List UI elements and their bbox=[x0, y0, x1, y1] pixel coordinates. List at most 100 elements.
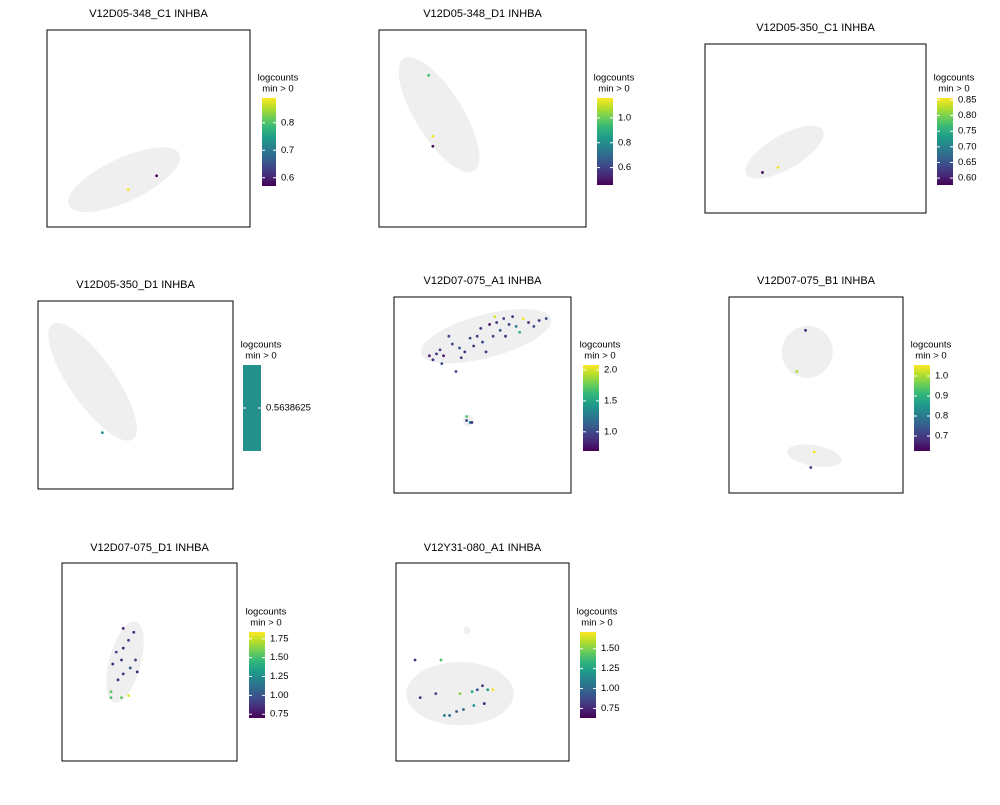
panel-title: V12D05-350_D1 INHBA bbox=[76, 279, 195, 291]
legend-title: logcounts bbox=[258, 73, 299, 84]
legend-title: min > 0 bbox=[581, 618, 612, 629]
legend-title: min > 0 bbox=[598, 84, 629, 95]
colorbar-tick-label: 0.8 bbox=[935, 411, 948, 422]
tissue bbox=[463, 414, 474, 427]
panel-frame bbox=[704, 43, 927, 214]
spot bbox=[134, 658, 137, 662]
spot bbox=[438, 348, 442, 352]
spot bbox=[447, 334, 451, 338]
spot bbox=[121, 626, 125, 630]
spot bbox=[427, 73, 431, 77]
legend-title: min > 0 bbox=[584, 351, 615, 362]
colorbar-tick-label: 1.0 bbox=[935, 371, 948, 382]
spot bbox=[114, 650, 118, 654]
legend-title: logcounts bbox=[577, 607, 618, 618]
spot bbox=[479, 326, 483, 330]
spot bbox=[448, 714, 452, 717]
spot bbox=[128, 666, 132, 670]
colorbar-tick-label: 0.8 bbox=[618, 137, 631, 148]
tissue bbox=[781, 325, 833, 378]
legend-title: logcounts bbox=[246, 607, 287, 618]
tissue bbox=[68, 147, 181, 213]
spot bbox=[435, 352, 438, 356]
tissue bbox=[48, 322, 137, 441]
colorbar-tick-label: 1.0 bbox=[618, 112, 631, 123]
colorbar bbox=[583, 365, 599, 451]
spot bbox=[463, 350, 467, 354]
spot bbox=[454, 370, 458, 373]
spot bbox=[451, 342, 454, 346]
spot bbox=[440, 362, 444, 366]
panel-frame bbox=[728, 296, 904, 494]
spot bbox=[486, 688, 490, 692]
panel-frame bbox=[395, 562, 570, 762]
colorbar bbox=[914, 365, 930, 451]
colorbar bbox=[262, 98, 276, 186]
spot bbox=[809, 466, 813, 469]
spot bbox=[491, 334, 495, 338]
panel-title: V12D07-075_B1 INHBA bbox=[757, 275, 876, 287]
spot bbox=[465, 419, 468, 422]
spot bbox=[127, 638, 130, 642]
spot bbox=[431, 358, 435, 362]
spot bbox=[127, 694, 130, 698]
tissue bbox=[106, 621, 144, 703]
spot bbox=[462, 708, 465, 711]
spot bbox=[109, 696, 113, 700]
colorbar-tick-label: 0.5638625 bbox=[266, 403, 311, 414]
tissue bbox=[745, 125, 824, 179]
spot bbox=[502, 317, 506, 320]
panel-title: V12D05-350_C1 INHBA bbox=[756, 22, 875, 34]
colorbar-tick-label: 1.50 bbox=[270, 652, 289, 663]
spot bbox=[439, 658, 443, 662]
spot bbox=[812, 450, 816, 454]
spot bbox=[135, 670, 139, 674]
colorbar-tick-label: 0.7 bbox=[935, 431, 948, 442]
spot bbox=[121, 672, 125, 676]
spot bbox=[544, 317, 548, 320]
colorbar bbox=[937, 98, 953, 185]
spot bbox=[761, 171, 764, 174]
spot bbox=[537, 319, 541, 322]
colorbar-tick-label: 1.25 bbox=[601, 663, 620, 674]
spot bbox=[527, 321, 530, 324]
spot bbox=[521, 317, 525, 320]
colorbar-tick-label: 0.75 bbox=[601, 703, 620, 714]
spot bbox=[493, 315, 497, 318]
spot bbox=[498, 328, 502, 332]
spot bbox=[475, 334, 479, 338]
spot bbox=[455, 710, 458, 713]
colorbar-tick-label: 1.25 bbox=[270, 671, 289, 682]
spot bbox=[121, 646, 125, 650]
spot bbox=[126, 188, 130, 191]
colorbar-tick-label: 0.75 bbox=[958, 126, 977, 137]
colorbar-tick-label: 1.75 bbox=[270, 633, 289, 644]
spot bbox=[488, 323, 491, 326]
panel-title: V12Y31-080_A1 INHBA bbox=[424, 542, 542, 554]
colorbar bbox=[249, 632, 265, 718]
legend-title: logcounts bbox=[911, 340, 952, 351]
spot bbox=[532, 325, 536, 328]
colorbar-tick-label: 0.75 bbox=[270, 709, 289, 720]
colorbar-tick-label: 0.60 bbox=[958, 173, 977, 184]
spot bbox=[109, 690, 113, 694]
spot bbox=[458, 346, 461, 350]
panel-frame bbox=[46, 29, 251, 228]
colorbar-tick-label: 0.85 bbox=[958, 94, 977, 105]
spot bbox=[795, 370, 799, 373]
spot bbox=[132, 630, 136, 634]
panel-frame bbox=[37, 300, 234, 490]
colorbar-tick-label: 0.6 bbox=[618, 162, 631, 173]
colorbar-tick-label: 1.50 bbox=[601, 643, 620, 654]
colorbar-tick-label: 0.6 bbox=[281, 172, 294, 183]
tissue bbox=[420, 309, 552, 364]
spot bbox=[468, 336, 472, 340]
spot bbox=[428, 354, 431, 358]
colorbar-tick-label: 1.00 bbox=[270, 690, 289, 701]
colorbar-tick-label: 0.80 bbox=[958, 110, 977, 121]
spot bbox=[100, 431, 104, 434]
